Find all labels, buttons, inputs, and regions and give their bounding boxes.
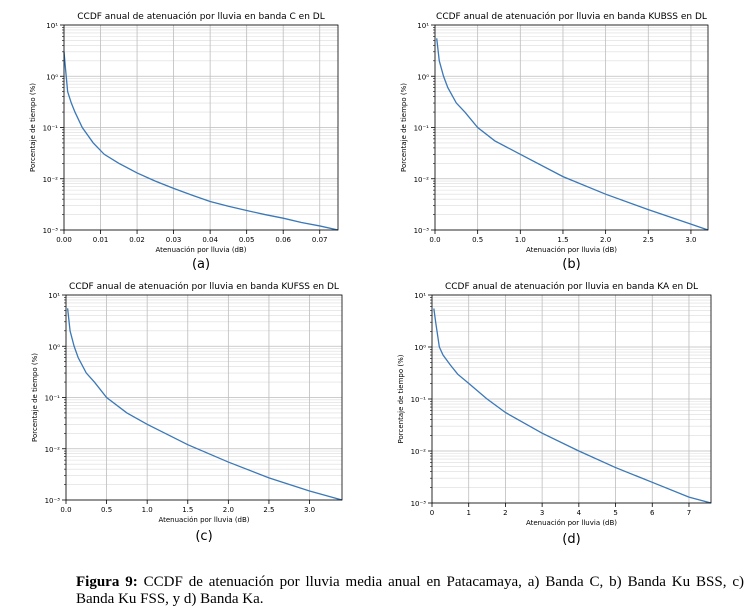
y-tick-label: 10⁻² — [43, 176, 59, 184]
x-tick-label: 0.05 — [239, 236, 255, 244]
y-axis-label: Porcentaje de tiempo (%) — [400, 83, 408, 172]
y-tick-label: 10⁻² — [411, 448, 427, 456]
x-tick-label: 3 — [540, 509, 544, 517]
x-tick-label: 7 — [687, 509, 691, 517]
chart-panel-1: 10⁻³ 10⁻² 10⁻¹ 10⁰ 10¹ 0.00 0.01 0.02 0.03 0.04 0.… — [29, 11, 339, 272]
figure-caption: Figura 9: CCDF de atenuación por lluvia … — [76, 574, 744, 608]
series-line-1 — [433, 308, 712, 504]
y-tick-label: 10⁻³ — [411, 500, 427, 508]
series-line-1 — [63, 51, 339, 231]
x-tick-label: 1.0 — [142, 506, 153, 514]
x-axis-label: Atenuación por lluvia (dB) — [158, 516, 249, 524]
y-tick-label: 10⁻³ — [414, 227, 430, 235]
y-tick-label: 10⁻² — [45, 446, 61, 454]
y-tick-label: 10⁻¹ — [411, 396, 427, 404]
y-tick-label: 10⁻³ — [45, 497, 61, 505]
x-tick-label: 0.0 — [60, 506, 71, 514]
x-tick-label: 1 — [466, 509, 470, 517]
x-tick-label: 0.5 — [101, 506, 112, 514]
chart-panel-4: 10⁻³ 10⁻² 10⁻¹ 10⁰ 10¹ 0 1 2 3 4 5 6 7 CCDF anual de … — [397, 281, 712, 547]
x-axis-label: Atenuación por lluvia (dB) — [155, 246, 246, 254]
chart-title: CCDF anual de atenuación por lluvia en b… — [436, 11, 707, 22]
x-tick-label: 2.0 — [600, 236, 611, 244]
y-tick-label: 10¹ — [46, 22, 58, 30]
panel-label: (d) — [562, 532, 580, 547]
x-tick-label: 0.0 — [429, 236, 440, 244]
x-tick-label: 0.5 — [472, 236, 483, 244]
x-tick-label: 2.0 — [223, 506, 234, 514]
x-axis-label: Atenuación por lluvia (dB) — [526, 519, 617, 527]
figure-caption-label: Figura 9: — [76, 574, 138, 590]
chart-panel-2: 10⁻³ 10⁻² 10⁻¹ 10⁰ 10¹ 0.0 0.5 1.0 1.5 2.0 2.5 3.0 C… — [400, 11, 709, 272]
x-tick-label: 3.0 — [685, 236, 696, 244]
y-tick-label: 10⁰ — [414, 344, 426, 352]
series-line-1 — [436, 38, 709, 231]
chart-title: CCDF anual de atenuación por lluvia en b… — [77, 11, 324, 22]
plot-frame — [65, 294, 343, 501]
y-axis-label: Porcentaje de tiempo (%) — [31, 353, 39, 442]
x-tick-label: 0.07 — [312, 236, 328, 244]
x-tick-label: 6 — [650, 509, 655, 517]
y-tick-label: 10⁻¹ — [414, 125, 430, 133]
plot-frame — [63, 24, 339, 231]
x-tick-label: 0.00 — [56, 236, 72, 244]
x-tick-label: 2 — [503, 509, 507, 517]
x-tick-label: 1.5 — [557, 236, 568, 244]
y-tick-label: 10⁻² — [414, 176, 430, 184]
x-tick-label: 5 — [613, 509, 617, 517]
y-axis-label: Porcentaje de tiempo (%) — [29, 83, 37, 172]
y-tick-label: 10¹ — [414, 292, 426, 300]
y-axis-label: Porcentaje de tiempo (%) — [397, 354, 405, 443]
x-tick-label: 0.02 — [129, 236, 145, 244]
panel-label: (a) — [192, 257, 210, 272]
plot-frame — [434, 24, 709, 231]
y-tick-label: 10⁰ — [48, 343, 60, 351]
figure-caption-text: CCDF de atenuación por lluvia media anua… — [76, 574, 744, 607]
series-line-1 — [66, 308, 343, 501]
y-tick-label: 10¹ — [417, 22, 429, 30]
x-tick-label: 3.0 — [304, 506, 315, 514]
x-tick-label: 0.06 — [275, 236, 291, 244]
plot-frame — [431, 294, 712, 504]
y-tick-label: 10⁻¹ — [45, 395, 61, 403]
chart-title: CCDF anual de atenuación por lluvia en b… — [69, 281, 339, 292]
x-tick-label: 0 — [430, 509, 434, 517]
chart-panel-3: 10⁻³ 10⁻² 10⁻¹ 10⁰ 10¹ 0.0 0.5 1.0 1.5 2.0 2.5 3.0 C… — [31, 281, 343, 544]
y-tick-label: 10⁰ — [46, 73, 58, 81]
chart-title: CCDF anual de atenuación por lluvia en b… — [445, 281, 698, 292]
x-tick-label: 1.0 — [515, 236, 526, 244]
panel-label: (b) — [562, 257, 580, 272]
y-tick-label: 10⁻¹ — [43, 125, 59, 133]
x-axis-label: Atenuación por lluvia (dB) — [526, 246, 617, 254]
x-tick-label: 0.04 — [202, 236, 218, 244]
x-tick-label: 0.01 — [93, 236, 109, 244]
x-tick-label: 4 — [577, 509, 582, 517]
x-tick-label: 2.5 — [263, 506, 274, 514]
y-tick-label: 10¹ — [48, 292, 60, 300]
x-tick-label: 2.5 — [643, 236, 654, 244]
y-tick-label: 10⁰ — [417, 73, 429, 81]
panel-label: (c) — [195, 529, 212, 544]
x-tick-label: 1.5 — [182, 506, 193, 514]
y-tick-label: 10⁻³ — [43, 227, 59, 235]
x-tick-label: 0.03 — [166, 236, 182, 244]
